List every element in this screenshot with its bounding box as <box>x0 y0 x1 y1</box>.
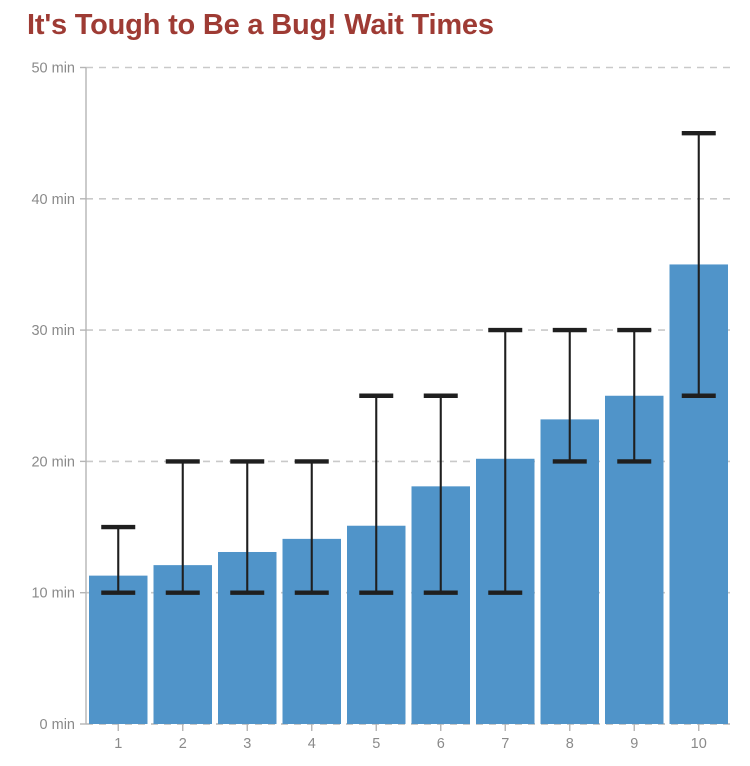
y-axis-tick-label: 50 min <box>31 61 75 77</box>
x-axis-tick-label: 10 <box>691 736 707 752</box>
x-axis-tick-label: 4 <box>308 736 316 752</box>
x-axis-tick-label: 9 <box>630 736 638 752</box>
x-axis-tick-label: 1 <box>114 736 122 752</box>
bar-group <box>89 264 728 724</box>
x-axis-tick-group: 1 2 3 4 5 6 7 8 9 10 <box>114 724 707 752</box>
y-axis-tick-label: 10 min <box>31 586 75 602</box>
chart-title: It's Tough to Be a Bug! Wait Times <box>27 9 494 41</box>
x-axis-tick-label: 5 <box>372 736 380 752</box>
y-axis-tick-label: 30 min <box>31 323 75 339</box>
y-axis-tick-label: 40 min <box>31 192 75 208</box>
y-axis-tick-group: 0 min 10 min 20 min 30 min 40 min 50 min <box>31 61 86 733</box>
x-axis-tick-label: 2 <box>179 736 187 752</box>
x-axis-tick-label: 3 <box>243 736 251 752</box>
bar <box>540 419 599 724</box>
bar <box>89 575 148 724</box>
y-axis-tick-label: 20 min <box>31 454 75 470</box>
y-axis-tick-label: 0 min <box>40 717 75 733</box>
x-axis-tick-label: 6 <box>437 736 445 752</box>
x-axis-tick-label: 7 <box>501 736 509 752</box>
x-axis-tick-label: 8 <box>566 736 574 752</box>
error-bar-group <box>101 130 716 595</box>
